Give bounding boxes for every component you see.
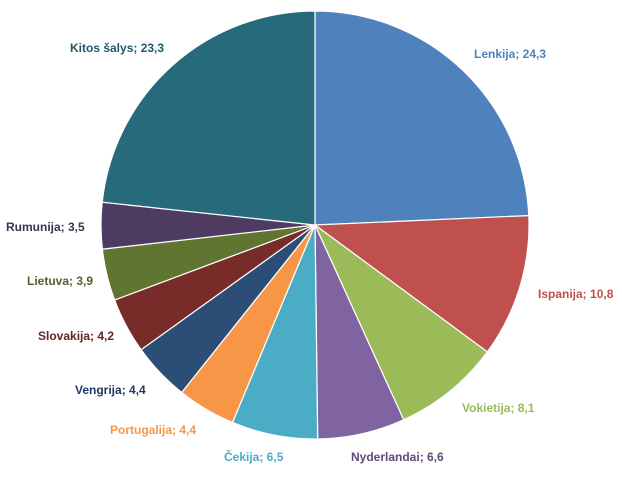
data-label-portugalija: Portugalija; 4,4 bbox=[110, 423, 196, 437]
data-label-nyderlandai: Nyderlandai; 6,6 bbox=[351, 450, 444, 464]
pie-labels: Lenkija; 24,3 Ispanija; 10,8 Vokietija; 8,… bbox=[6, 41, 614, 464]
data-label-lietuva: Lietuva; 3,9 bbox=[27, 274, 93, 288]
pie-slice-vokietija bbox=[313, 223, 489, 421]
data-label-cekija: Čekija; 6,5 bbox=[224, 449, 284, 464]
pie-slice-ispanija bbox=[313, 214, 530, 353]
data-label-slovakija: Slovakija; 4,2 bbox=[38, 329, 114, 343]
data-label-vokietija: Vokietija; 8,1 bbox=[462, 401, 535, 415]
data-label-lenkija: Lenkija; 24,3 bbox=[474, 47, 546, 61]
pie-slice-kitos-salys bbox=[101, 10, 316, 226]
data-label-ispanija: Ispanija; 10,8 bbox=[538, 287, 614, 301]
data-label-kitos-salys: Kitos šalys; 23,3 bbox=[70, 41, 164, 55]
pie-slices bbox=[100, 10, 530, 440]
pie-slice-lenkija bbox=[314, 10, 530, 226]
data-label-rumunija: Rumunija; 3,5 bbox=[6, 220, 85, 234]
data-label-vengrija: Vengrija; 4,4 bbox=[75, 383, 146, 397]
